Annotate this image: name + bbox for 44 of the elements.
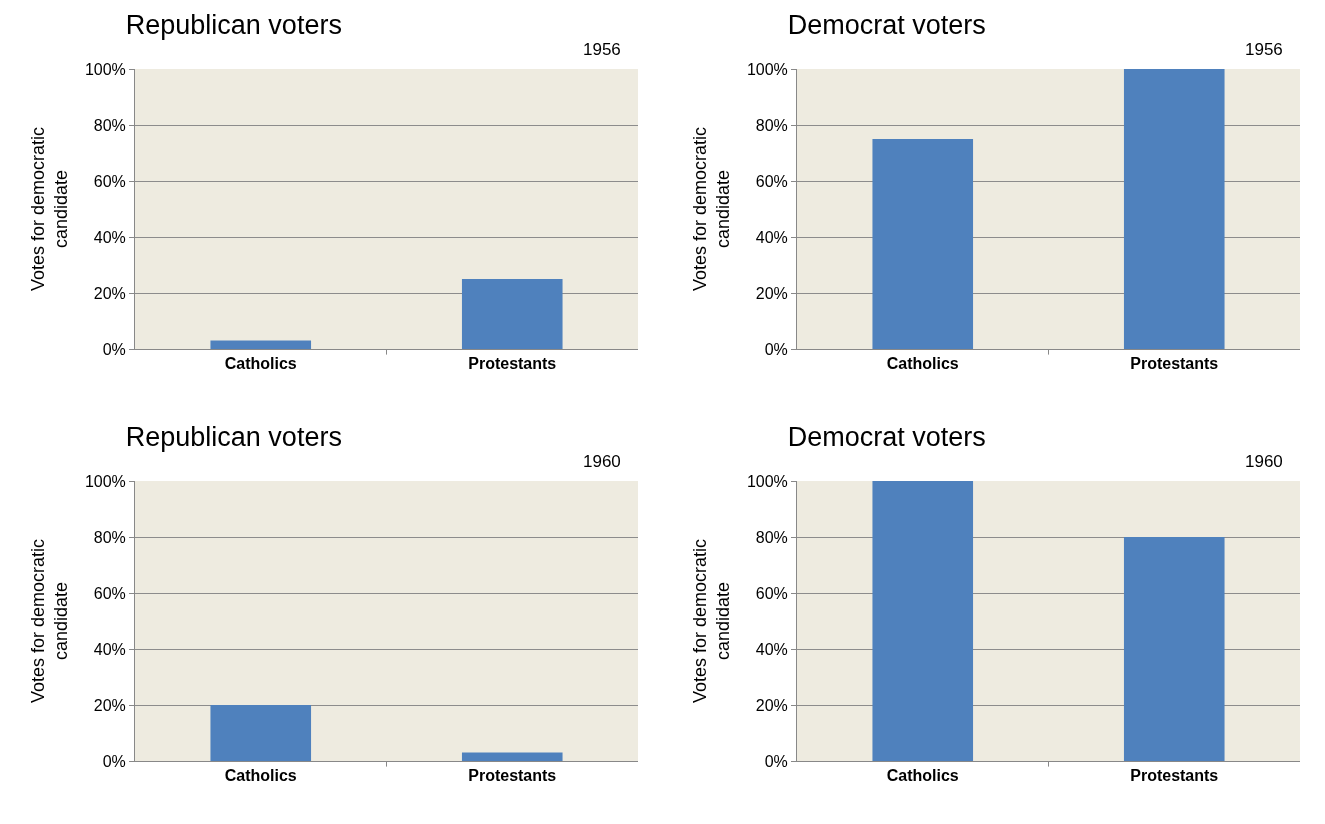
y-tick-label: 100% xyxy=(84,472,126,490)
y-tick-label: 20% xyxy=(93,284,126,302)
y-tick-label: 100% xyxy=(746,472,788,490)
x-tick-label: Protestants xyxy=(1130,355,1219,373)
y-tick-label: 60% xyxy=(755,172,788,190)
y-tick-label: 40% xyxy=(93,228,126,246)
y-tick-label: 40% xyxy=(755,640,788,658)
y-tick-label: 100% xyxy=(746,60,788,78)
y-tick-label: 60% xyxy=(93,584,126,602)
y-tick-label: 100% xyxy=(84,60,126,78)
x-tick-label: Catholics xyxy=(224,355,297,373)
text: 1956 xyxy=(583,40,621,59)
y-tick-label: 60% xyxy=(755,584,788,602)
x-tick-label: Protestants xyxy=(468,767,557,785)
y-tick-label: 20% xyxy=(755,696,788,714)
y-tick-label: 80% xyxy=(755,116,788,134)
x-tick-label: Catholics xyxy=(224,767,297,785)
y-tick-label: 80% xyxy=(93,528,126,546)
chart-title: Democrat voters xyxy=(787,10,986,41)
y-tick-label: 0% xyxy=(764,340,788,358)
x-tick-label: Protestants xyxy=(1130,767,1219,785)
x-tick-label: Catholics xyxy=(886,767,959,785)
text: 1960 xyxy=(1245,452,1283,471)
text: 1956 xyxy=(1245,40,1283,59)
y-axis-title: Votes for democratic candidate xyxy=(689,538,734,704)
y-tick-label: 0% xyxy=(102,340,126,358)
text: 1960 xyxy=(583,452,621,471)
chart-title: Democrat voters xyxy=(787,422,986,453)
y-axis-title: Votes for democratic candidate xyxy=(27,126,72,292)
y-tick-label: 60% xyxy=(93,172,126,190)
y-tick-label: 20% xyxy=(93,696,126,714)
y-tick-label: 80% xyxy=(93,116,126,134)
x-tick-label: Protestants xyxy=(468,355,557,373)
chart-title: Republican voters xyxy=(125,422,342,453)
y-tick-label: 40% xyxy=(755,228,788,246)
y-axis-title: Votes for democratic candidate xyxy=(27,538,72,704)
y-tick-label: 80% xyxy=(755,528,788,546)
y-tick-label: 0% xyxy=(764,752,788,770)
y-axis-title: Votes for democratic candidate xyxy=(689,126,734,292)
x-tick-label: Catholics xyxy=(886,355,959,373)
y-tick-label: 0% xyxy=(102,752,126,770)
y-tick-label: 40% xyxy=(93,640,126,658)
chart-title: Republican voters xyxy=(125,10,342,41)
y-tick-label: 20% xyxy=(755,284,788,302)
